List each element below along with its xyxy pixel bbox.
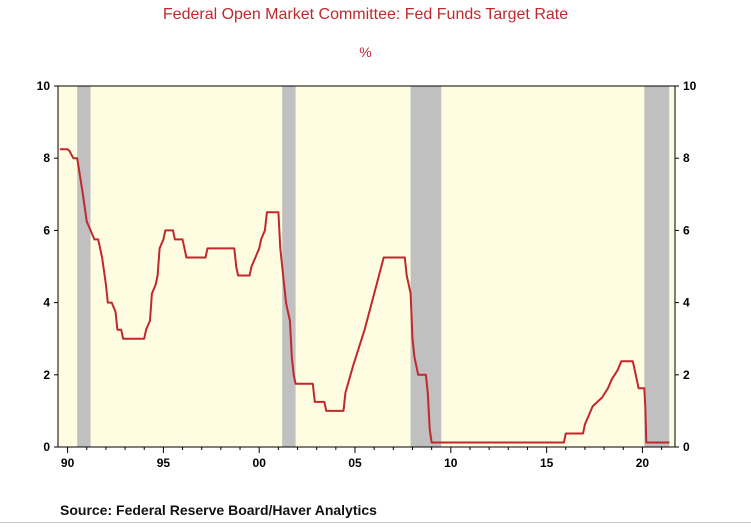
- x-tick-label: 00: [253, 456, 267, 470]
- chart-subtitle: %: [359, 44, 372, 60]
- recession-band: [410, 86, 442, 447]
- y-tick-label-right: 0: [683, 440, 690, 454]
- source-note: Source: Federal Reserve Board/Haver Anal…: [60, 502, 377, 518]
- x-tick-label: 05: [348, 456, 362, 470]
- chart-title: Federal Open Market Committee: Fed Funds…: [162, 6, 569, 23]
- recession-band: [644, 86, 670, 447]
- recession-band: [282, 86, 296, 447]
- x-tick-label: 90: [61, 456, 75, 470]
- plot-area-frame: [57, 85, 676, 448]
- y-tick-label-right: 8: [683, 151, 690, 165]
- y-tick-label-right: 2: [683, 368, 690, 382]
- bottom-divider: [0, 522, 751, 523]
- y-tick-label-right: 4: [683, 296, 690, 310]
- x-tick-label: 95: [157, 456, 171, 470]
- y-tick-label-right: 10: [683, 79, 697, 93]
- plot-area-background: [58, 86, 675, 447]
- y-tick-label-left: 2: [43, 368, 50, 382]
- recession-band: [77, 86, 91, 447]
- y-tick-label-left: 10: [37, 79, 51, 93]
- x-tick-label: 15: [540, 456, 554, 470]
- y-tick-label-left: 8: [43, 151, 50, 165]
- series-line-fed-funds-target-rate: [59, 148, 670, 444]
- recession-shading-group: [77, 86, 670, 447]
- x-tick-label: 10: [444, 456, 458, 470]
- x-tick-label: 20: [636, 456, 650, 470]
- y-tick-label-right: 6: [683, 223, 690, 237]
- y-tick-label-left: 6: [43, 223, 50, 237]
- y-tick-label-left: 0: [43, 440, 50, 454]
- y-tick-label-left: 4: [43, 296, 50, 310]
